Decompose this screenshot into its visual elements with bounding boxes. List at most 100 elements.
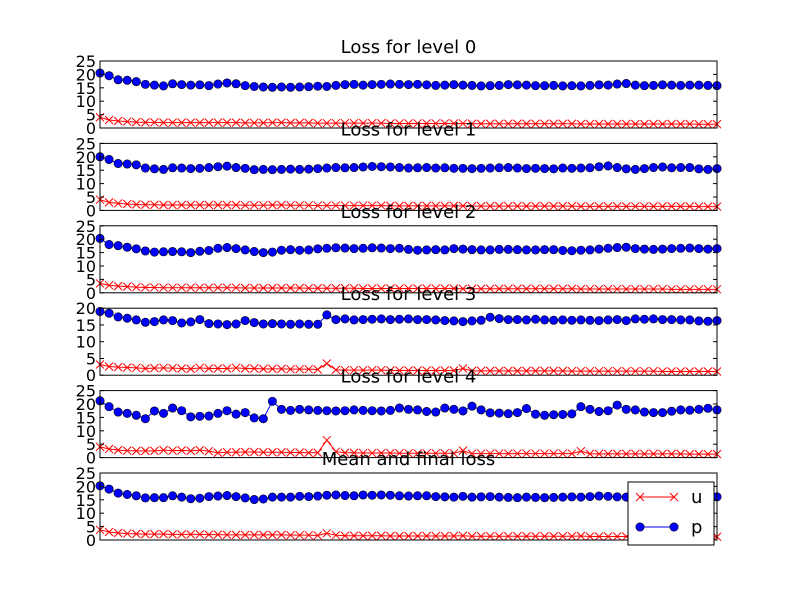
data-point-p	[540, 493, 550, 503]
data-point-u	[385, 448, 395, 458]
data-point-u	[404, 531, 413, 541]
data-point-p	[140, 493, 150, 503]
data-point-p	[612, 492, 622, 502]
data-point-p	[540, 410, 550, 420]
data-point-u	[195, 118, 205, 127]
data-point-p	[376, 314, 386, 324]
data-point-u	[422, 201, 432, 211]
data-point-p	[685, 80, 695, 90]
data-point-p	[413, 405, 423, 415]
data-point-p	[403, 314, 413, 324]
data-point-p	[349, 405, 359, 415]
data-point-p	[403, 80, 413, 90]
data-point-u	[286, 364, 295, 374]
data-point-u	[231, 200, 241, 210]
data-point-u	[558, 201, 568, 211]
data-point-p	[440, 403, 450, 413]
data-point-p	[186, 164, 196, 174]
data-point-p	[567, 315, 577, 325]
data-point-p	[458, 491, 468, 501]
data-point-p	[222, 320, 232, 330]
data-point-p	[512, 493, 522, 503]
data-point-p	[494, 163, 504, 173]
data-point-p	[367, 314, 377, 324]
data-point-u	[603, 202, 613, 211]
data-point-u	[540, 449, 549, 458]
data-point-p	[131, 244, 141, 254]
data-point-p	[349, 491, 359, 501]
data-point-p	[304, 492, 314, 502]
data-point-p	[576, 315, 586, 325]
data-point-p	[567, 246, 577, 256]
data-point-u	[685, 119, 695, 129]
data-point-u	[168, 283, 177, 293]
data-point-p	[286, 82, 296, 92]
data-point-p	[512, 408, 522, 418]
data-point-p	[558, 409, 568, 419]
data-point-u	[413, 284, 422, 293]
data-point-p	[449, 404, 459, 414]
data-point-p	[195, 246, 205, 256]
data-point-u	[395, 201, 404, 211]
data-point-u	[603, 366, 613, 376]
data-point-u	[540, 119, 549, 129]
data-point-p	[258, 82, 268, 92]
data-point-u	[195, 363, 205, 373]
data-point-p	[313, 81, 323, 91]
data-point-u	[358, 284, 368, 293]
data-point-u	[694, 202, 704, 212]
data-point-u	[385, 201, 395, 211]
data-point-u	[177, 283, 187, 293]
y-tick-label: 25	[76, 382, 96, 401]
data-point-u	[240, 200, 250, 210]
data-point-p	[648, 408, 658, 418]
data-point-u	[367, 448, 377, 458]
data-point-p	[186, 80, 196, 90]
series-p	[95, 307, 722, 330]
data-point-u	[549, 366, 559, 376]
data-point-u	[222, 200, 232, 210]
data-point-u	[576, 202, 586, 211]
data-point-u	[258, 530, 268, 540]
data-point-u	[186, 118, 196, 127]
y-tick-label: 25	[76, 217, 96, 236]
data-point-p	[603, 406, 613, 416]
data-point-p	[494, 314, 504, 324]
data-point-u	[304, 283, 314, 293]
data-point-u	[385, 531, 395, 541]
data-point-u	[213, 283, 223, 293]
data-point-p	[122, 489, 132, 499]
data-point-u	[594, 449, 604, 459]
data-point-u	[367, 118, 377, 128]
data-point-p	[376, 162, 386, 172]
data-point-u	[177, 530, 187, 539]
data-point-p	[104, 402, 114, 412]
data-point-u	[594, 119, 604, 129]
data-point-u	[513, 284, 522, 294]
data-point-p	[231, 319, 241, 329]
data-point-u	[268, 447, 277, 457]
data-point-u	[603, 532, 613, 541]
data-point-u	[159, 118, 168, 127]
data-point-p	[567, 492, 577, 502]
data-point-p	[476, 315, 486, 325]
y-tick-label: 15	[76, 244, 96, 263]
data-point-p	[676, 80, 686, 90]
data-point-u	[358, 118, 368, 128]
legend-label-u: u	[691, 487, 702, 508]
data-point-u	[204, 364, 214, 373]
data-point-p	[639, 407, 649, 417]
data-point-p	[358, 162, 368, 172]
data-point-p	[558, 315, 568, 325]
data-point-p	[458, 244, 468, 254]
data-point-u	[277, 364, 286, 374]
data-point-u	[522, 201, 531, 211]
data-point-u	[594, 366, 604, 376]
legend-marker-p-point	[669, 522, 679, 532]
data-point-p	[113, 488, 123, 498]
data-point-u	[585, 284, 595, 294]
data-point-u	[558, 284, 568, 294]
data-point-p	[358, 490, 368, 500]
